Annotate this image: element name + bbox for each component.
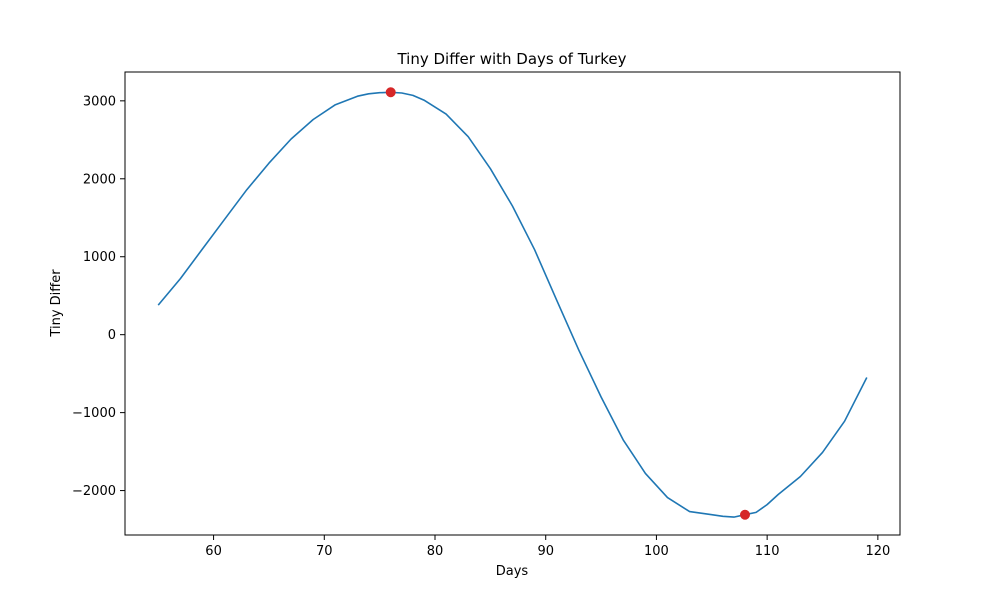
y-tick-label: 1000 bbox=[83, 250, 116, 265]
x-tick-label: 100 bbox=[644, 544, 669, 559]
x-tick-label: 120 bbox=[865, 544, 890, 559]
plot-area: 60 70 80 90 100 110 120 −2000 −1000 0 1000 2000 3000 bbox=[72, 71, 901, 559]
x-axis-title: Days bbox=[496, 564, 529, 579]
extremum-point bbox=[740, 509, 750, 520]
y-tick-label: 0 bbox=[108, 328, 116, 343]
y-tick-label: −2000 bbox=[72, 484, 116, 499]
x-tick-label: 90 bbox=[537, 544, 554, 559]
x-tick-label: 70 bbox=[316, 544, 333, 559]
x-tick-label: 60 bbox=[205, 544, 222, 559]
x-tick-label: 80 bbox=[427, 544, 444, 559]
chart-title: Tiny Differ with Days of Turkey bbox=[396, 50, 626, 68]
series-line bbox=[157, 91, 868, 518]
y-tick-label: 2000 bbox=[83, 172, 116, 187]
y-tick-label: 3000 bbox=[83, 94, 116, 109]
extremum-point bbox=[385, 87, 396, 98]
plot-frame bbox=[124, 71, 901, 536]
x-tick-label: 110 bbox=[755, 544, 780, 559]
y-tick-label: −1000 bbox=[72, 406, 116, 421]
y-axis-title: Tiny Differ bbox=[49, 269, 64, 338]
